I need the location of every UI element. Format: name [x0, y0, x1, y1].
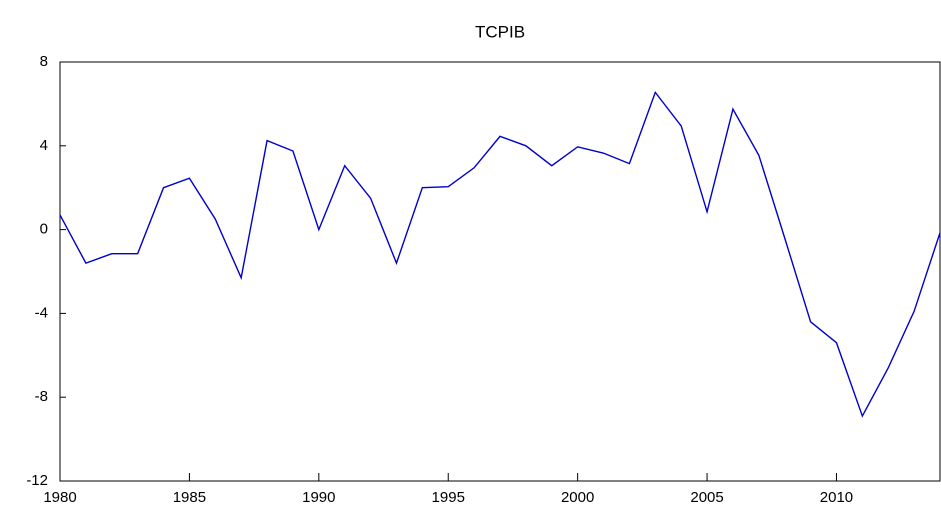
x-tick-label: 2005	[690, 489, 723, 506]
x-tick-label: 1980	[43, 489, 76, 506]
x-tick-label: 1985	[173, 489, 206, 506]
y-tick-label: 4	[40, 137, 48, 154]
y-tick-label: -4	[35, 304, 48, 321]
x-tick-label: 1990	[302, 489, 335, 506]
chart-title: TCPIB	[475, 22, 525, 41]
x-tick-label: 2010	[820, 489, 853, 506]
y-tick-label: -12	[26, 472, 48, 489]
y-tick-label: -8	[35, 388, 48, 405]
x-tick-label: 1995	[432, 489, 465, 506]
x-tick-label: 2000	[561, 489, 594, 506]
line	[59, 90, 941, 418]
plot-frame	[59, 61, 941, 482]
y-tick-label: 0	[40, 221, 48, 238]
y-tick-label: 8	[40, 53, 48, 70]
